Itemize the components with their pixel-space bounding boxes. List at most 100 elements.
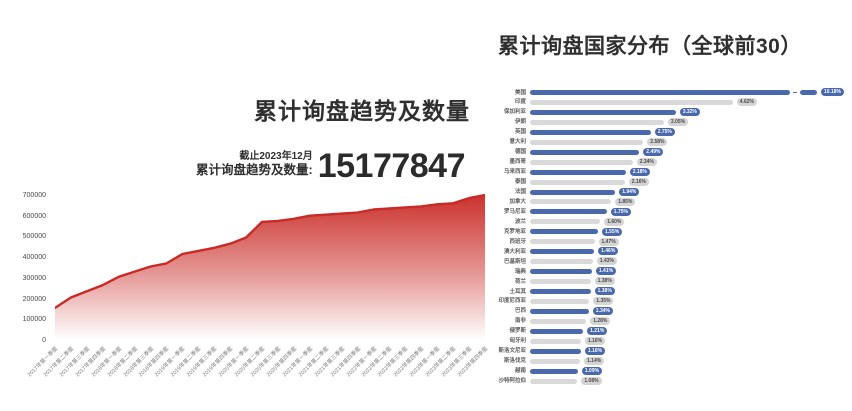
- country-label: 澳大利亚: [503, 248, 526, 255]
- value-pill: 1.41%: [595, 267, 617, 276]
- value-pill: 1.60%: [604, 217, 625, 226]
- value-pill: 1.94%: [619, 187, 640, 196]
- value-pill: 1.08%: [581, 376, 602, 385]
- value-pill: 1.85%: [615, 197, 636, 206]
- value-pill: 1.34%: [592, 307, 613, 316]
- value-pill: 2.58%: [647, 138, 668, 147]
- bar-row: 印度尼西亚 1.35%: [0, 296, 852, 306]
- country-label: 南非: [514, 318, 526, 325]
- bar: [530, 338, 581, 344]
- value-pill: 1.46%: [598, 247, 619, 256]
- bar: [530, 229, 598, 235]
- value-pill: 1.16%: [584, 337, 606, 346]
- bar-row: 泰国 2.16%: [0, 177, 852, 187]
- bar: [530, 169, 626, 175]
- bar: [530, 119, 664, 125]
- country-label: 西班牙: [509, 238, 526, 245]
- value-pill: 1.21%: [587, 327, 608, 336]
- bar: [530, 378, 578, 384]
- y-tick-label: 300000: [22, 274, 46, 282]
- bar-row: 沙特阿拉伯 1.08%: [0, 376, 852, 386]
- bar: [530, 219, 601, 225]
- bar: [530, 139, 644, 145]
- country-label: 沙特阿拉伯: [498, 378, 526, 385]
- bar-row: 西班牙 1.47%: [0, 237, 852, 247]
- trend-line: [55, 193, 485, 310]
- y-tick-label: 600000: [22, 212, 46, 220]
- y-tick-label: 500000: [22, 233, 46, 241]
- bar: [530, 308, 589, 314]
- bar: [530, 298, 590, 304]
- country-label: 泰国: [514, 179, 526, 186]
- bar-row: 匈牙利 1.16%: [0, 336, 852, 346]
- y-tick-label: 100000: [22, 316, 46, 324]
- bar-row: 瑞典 1.41%: [0, 267, 852, 277]
- country-label: 土耳其: [509, 288, 526, 295]
- country-label: 瑞典: [514, 268, 526, 275]
- bar-row: 澳大利亚 1.46%: [0, 247, 852, 257]
- axis-break-dash: [793, 91, 797, 94]
- bar: [530, 109, 676, 115]
- country-label: 伊朗: [514, 119, 526, 126]
- bar: [530, 159, 633, 165]
- value-pill: 1.38%: [594, 287, 615, 296]
- bar: [530, 179, 625, 185]
- bar: [530, 348, 581, 354]
- bar-row: 波兰 1.60%: [0, 217, 852, 227]
- bar-row: 保加利亚 3.32%: [0, 107, 852, 117]
- value-pill: 1.55%: [602, 227, 623, 236]
- bar: [530, 129, 651, 135]
- country-label: 德国: [514, 149, 526, 156]
- country-label: 荷兰: [514, 278, 526, 285]
- y-tick-label: 200000: [22, 295, 46, 303]
- value-pill: 2.18%: [629, 167, 650, 176]
- bar-row: 克罗地亚 1.55%: [0, 227, 852, 237]
- value-pill: 1.38%: [594, 277, 615, 286]
- country-label: 匈牙利: [509, 338, 526, 345]
- y-tick-label: 0: [42, 336, 46, 344]
- bar: [530, 249, 595, 255]
- trend-area-chart: [55, 193, 485, 340]
- bar-row: 俄罗斯 1.21%: [0, 326, 852, 336]
- value-pill: 10.18%: [821, 88, 844, 97]
- bar: [530, 149, 640, 155]
- country-label: 英国: [514, 129, 526, 136]
- bar-row: 德国 2.49%: [0, 147, 852, 157]
- bar-row: 加拿大 1.85%: [0, 197, 852, 207]
- country-label: 俄罗斯: [509, 328, 526, 335]
- bar-row: 马来西亚 2.18%: [0, 167, 852, 177]
- value-pill: 1.16%: [584, 346, 606, 355]
- country-label: 越南: [514, 368, 526, 375]
- bar: [530, 289, 591, 294]
- bar-row: 巴基斯坦 1.43%: [0, 257, 852, 267]
- value-pill: 1.14%: [584, 356, 605, 365]
- country-label: 美国: [514, 89, 526, 96]
- bar-row: 越南 1.09%: [0, 366, 852, 376]
- country-label: 印度: [514, 99, 526, 106]
- bar: [530, 269, 592, 275]
- bar: [530, 318, 587, 324]
- country-label: 法国: [514, 189, 526, 195]
- value-pill: 4.62%: [736, 98, 757, 107]
- bar-row: 意大利 2.58%: [0, 137, 852, 147]
- bar: [530, 199, 612, 205]
- trend-area-fill: [55, 195, 485, 340]
- trend-stat-block: 截止2023年12月 累计询盘趋势及数量: 15177847: [150, 147, 466, 185]
- value-pill: 2.16%: [628, 177, 649, 186]
- value-pill: 1.35%: [593, 297, 614, 306]
- country-label: 罗马尼亚: [503, 208, 526, 215]
- value-pill: 1.28%: [590, 317, 611, 326]
- distribution-chart-title: 累计询盘国家分布（全球前30）: [498, 35, 802, 58]
- bar: [530, 328, 584, 334]
- bar-row: 英国 2.75%: [0, 127, 852, 137]
- value-pill: 1.75%: [610, 207, 631, 216]
- y-tick-label: 700000: [22, 192, 46, 199]
- as-of-date-label: 截止2023年12月: [239, 151, 313, 162]
- value-pill: 1.47%: [598, 237, 619, 246]
- country-label: 克罗地亚: [503, 228, 526, 235]
- total-inquiries-value: 15177847: [317, 147, 466, 185]
- bar-row: 斯洛伐克 1.14%: [0, 356, 852, 366]
- value-pill: 2.75%: [654, 128, 675, 137]
- stat-caption-label: 累计询盘趋势及数量:: [196, 163, 313, 177]
